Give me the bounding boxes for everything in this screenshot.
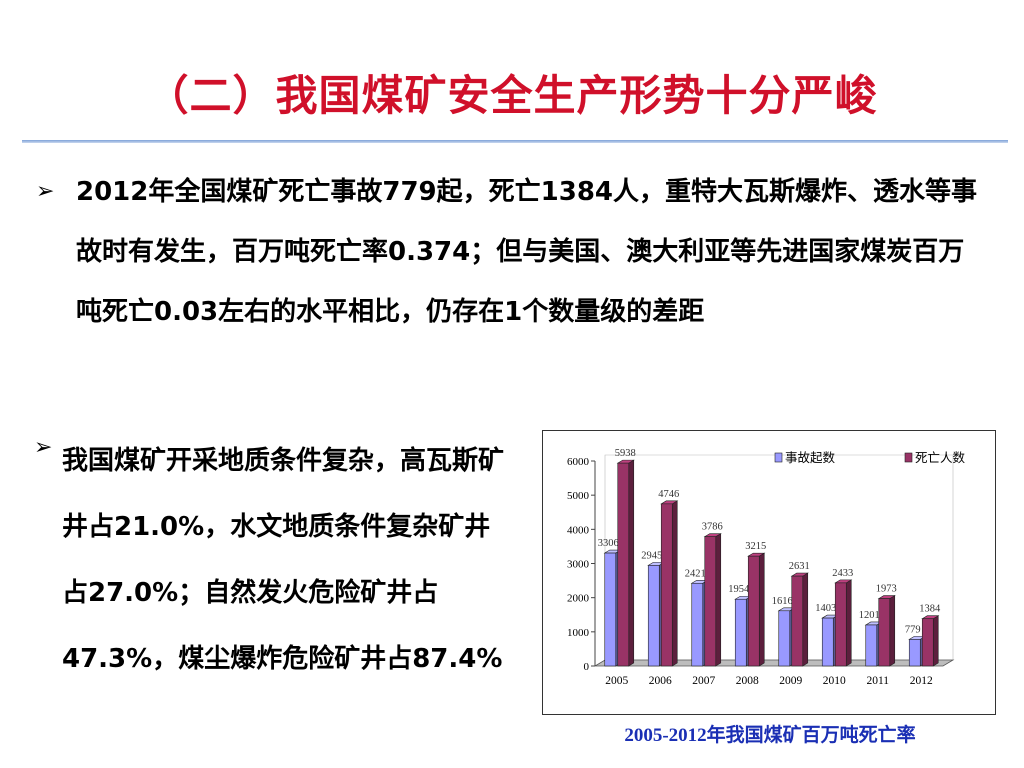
x-tick-label: 2010 xyxy=(823,675,846,687)
paragraph-2-text: 我国煤矿开采地质条件复杂，高瓦斯矿井占21.0%，水文地质条件复杂矿井占27.0… xyxy=(62,446,505,674)
data-label: 1201 xyxy=(859,610,880,621)
data-label: 3306 xyxy=(598,538,619,549)
bar-deaths xyxy=(747,555,760,667)
title-divider xyxy=(22,140,1008,143)
y-tick-label: 4000 xyxy=(567,524,590,536)
x-tick-label: 2012 xyxy=(910,675,933,687)
data-label: 2421 xyxy=(685,568,706,579)
bar-accidents xyxy=(908,639,921,667)
bar-side xyxy=(628,459,635,667)
bar-side xyxy=(932,615,939,667)
y-tick-label: 3000 xyxy=(567,559,590,571)
data-label: 1403 xyxy=(815,603,836,614)
bar-accidents xyxy=(647,565,660,667)
arrow-bullet-icon: ➢ xyxy=(36,179,55,204)
bar-accidents xyxy=(691,582,704,667)
bar-accidents xyxy=(821,617,834,667)
data-label: 4746 xyxy=(658,489,679,500)
data-label: 5938 xyxy=(615,448,636,459)
legend-label: 死亡人数 xyxy=(915,450,966,465)
bar-deaths xyxy=(791,575,804,667)
bar-deaths xyxy=(704,536,717,667)
bar-accidents xyxy=(778,610,791,667)
bar-accidents xyxy=(734,598,747,667)
legend-swatch xyxy=(904,452,913,463)
bar-side xyxy=(671,500,678,667)
bar-side xyxy=(889,595,896,667)
y-tick-label: 0 xyxy=(584,661,590,673)
data-label: 2433 xyxy=(832,568,853,579)
bar-chart: 0 1000 2000 3000 4000 5000 6000 3306 5938 2005 294… xyxy=(567,448,966,687)
chart-caption: 2005-2012年我国煤矿百万吨死亡率 xyxy=(624,725,916,746)
bar-deaths xyxy=(660,503,673,667)
y-tick-label: 2000 xyxy=(567,593,590,605)
data-label: 1616 xyxy=(772,596,793,607)
paragraph-1: ➢ 2012年全国煤矿死亡事故779起，死亡1384人，重特大瓦斯爆炸、透水等事… xyxy=(36,162,986,342)
slide-title: （二）我国煤矿安全生产形势十分严峻 xyxy=(146,71,878,120)
bar-deaths xyxy=(834,582,847,667)
x-tick-label: 2011 xyxy=(866,675,889,687)
bar-side xyxy=(845,579,852,667)
x-tick-label: 2008 xyxy=(736,675,759,687)
data-label: 3786 xyxy=(702,522,723,533)
data-label: 1384 xyxy=(919,604,941,615)
bar-side xyxy=(715,533,722,667)
bar-deaths xyxy=(617,462,630,667)
arrow-bullet-icon: ➢ xyxy=(34,435,53,460)
bar-side xyxy=(802,572,809,667)
x-tick-label: 2005 xyxy=(605,675,628,687)
data-label: 3215 xyxy=(745,541,766,552)
legend-swatch xyxy=(774,452,783,463)
data-label: 1954 xyxy=(728,584,750,595)
y-tick-label: 5000 xyxy=(567,490,590,502)
data-label: 2631 xyxy=(789,561,810,572)
x-tick-label: 2006 xyxy=(649,675,672,687)
data-label: 1973 xyxy=(876,584,897,595)
data-label: 2945 xyxy=(641,550,662,561)
paragraph-2: ➢ 我国煤矿开采地质条件复杂，高瓦斯矿井占21.0%，水文地质条件复杂矿井占27… xyxy=(34,428,514,692)
data-label: 779 xyxy=(905,624,921,635)
y-tick-label: 1000 xyxy=(567,627,590,639)
x-tick-label: 2009 xyxy=(779,675,802,687)
paragraph-1-text: 2012年全国煤矿死亡事故779起，死亡1384人，重特大瓦斯爆炸、透水等事故时… xyxy=(76,177,977,327)
bar-accidents xyxy=(604,552,617,667)
legend-label: 事故起数 xyxy=(785,450,836,465)
y-tick-label: 6000 xyxy=(567,456,590,468)
bar-accidents xyxy=(865,624,878,667)
x-tick-label: 2007 xyxy=(692,675,715,687)
bar-deaths xyxy=(878,598,891,667)
bar-deaths xyxy=(921,618,934,667)
bar-side xyxy=(758,552,765,667)
chart-container: 0 1000 2000 3000 4000 5000 6000 3306 5938 2005 294… xyxy=(542,430,996,715)
